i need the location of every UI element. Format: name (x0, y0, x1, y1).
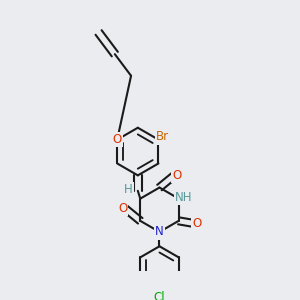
Text: NH: NH (176, 191, 193, 204)
Text: O: O (112, 133, 122, 146)
Text: O: O (118, 202, 127, 215)
Text: O: O (172, 169, 182, 182)
Text: O: O (193, 217, 202, 230)
Text: H: H (124, 183, 133, 196)
Text: Br: Br (156, 130, 169, 143)
Text: Cl: Cl (154, 291, 165, 300)
Text: N: N (155, 225, 164, 239)
